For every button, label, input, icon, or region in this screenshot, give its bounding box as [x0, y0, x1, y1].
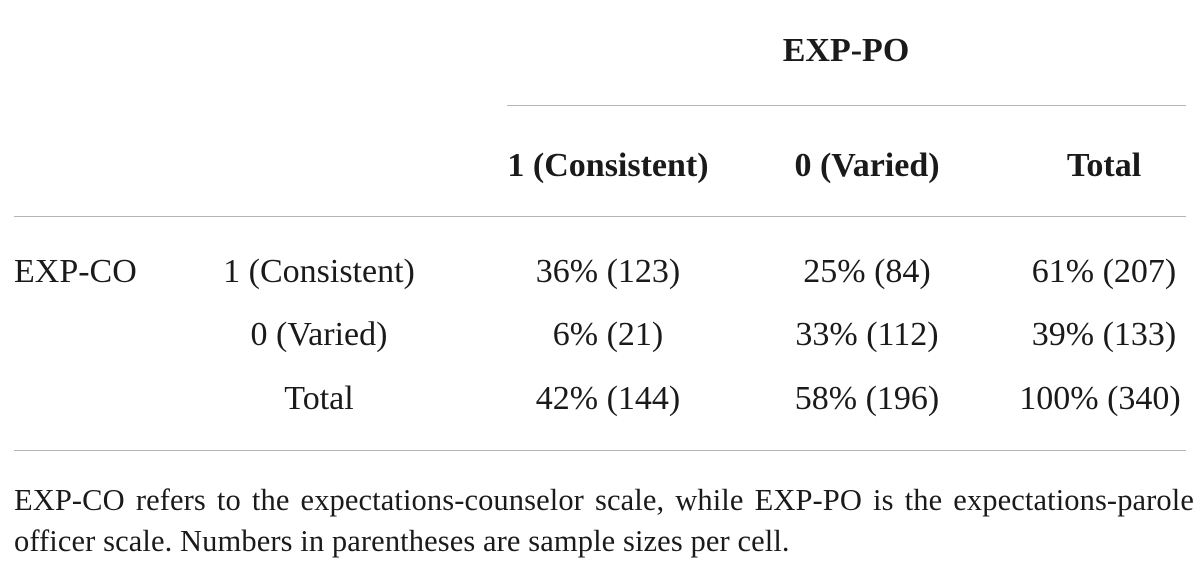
column-header: 0 (Varied) — [794, 147, 940, 184]
row-group-label: EXP-CO — [14, 253, 137, 290]
table-cell: 58% (196) — [794, 380, 940, 417]
column-header: Total — [1066, 147, 1142, 184]
table-cell: 25% (84) — [803, 253, 931, 290]
row-label: 0 (Varied) — [250, 316, 388, 353]
table-cell: 61% (207) — [1031, 253, 1177, 290]
row-label: Total — [284, 380, 354, 417]
table-cell: 6% (21) — [552, 316, 664, 353]
column-header: 1 (Consistent) — [507, 147, 709, 184]
group-header-rule — [507, 105, 1186, 106]
table-footnote: EXP-CO refers to the expectations-counse… — [14, 483, 1194, 558]
table-cell: 36% (123) — [535, 253, 681, 290]
header-rule — [14, 216, 1186, 217]
table-cell: 100% (340) — [1019, 380, 1181, 417]
table-cell: 39% (133) — [1031, 316, 1177, 353]
table-cell: 42% (144) — [535, 380, 681, 417]
table-cell: 33% (112) — [795, 316, 939, 353]
bottom-rule — [14, 450, 1186, 451]
row-label: 1 (Consistent) — [223, 253, 415, 290]
group-header: EXP-PO — [782, 32, 910, 69]
